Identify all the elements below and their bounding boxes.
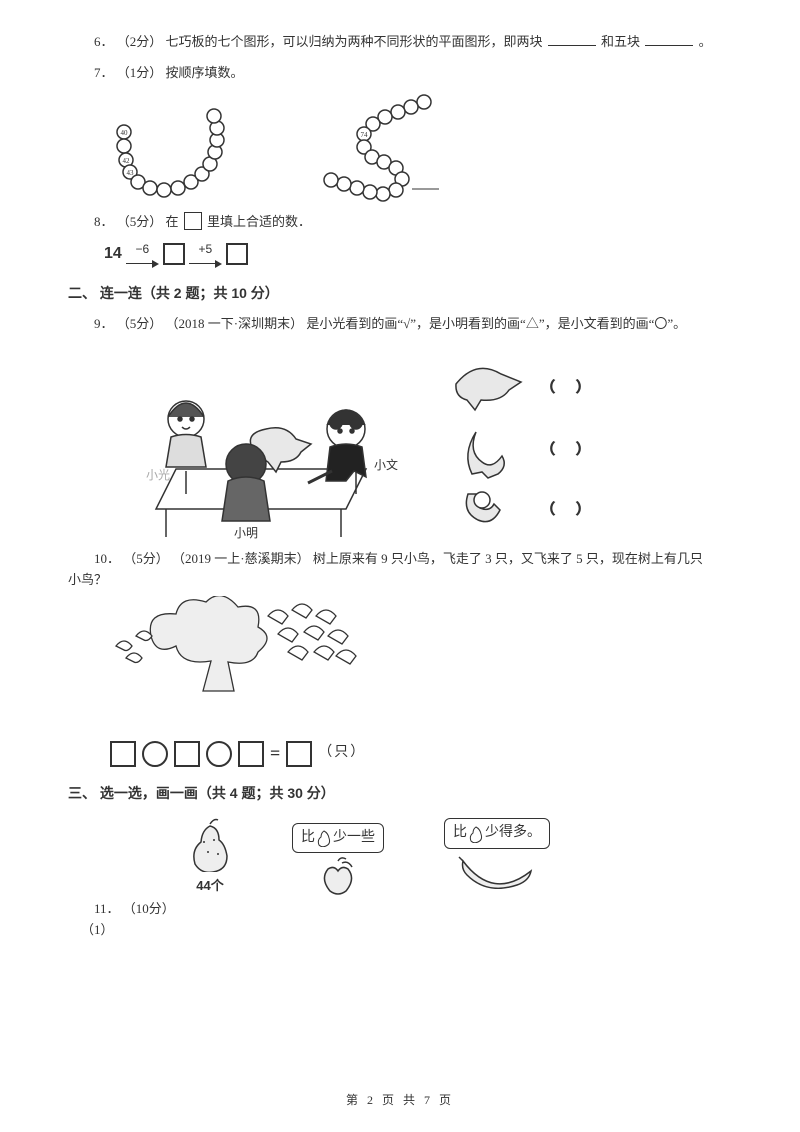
speech-b-2: 少得多。 bbox=[485, 822, 541, 844]
q6-blank-2[interactable] bbox=[645, 33, 693, 46]
q10-text-b: 小鸟？ bbox=[68, 570, 732, 591]
arrow-2: +5 bbox=[189, 240, 222, 267]
q8-op1: −6 bbox=[135, 240, 149, 259]
birds-tree-illustration bbox=[108, 596, 388, 726]
speech-apple: 比 少一些 bbox=[292, 823, 384, 853]
q10-points: （5分） bbox=[123, 551, 169, 566]
q11-fruit-row: 44个 比 少一些 比 少得多。 bbox=[188, 818, 732, 897]
q9-scene: 小光 小明 小文 （ ） （ ） （ ） bbox=[116, 359, 732, 539]
q10-equation: = （只） bbox=[110, 739, 732, 768]
q9-source: （2018 一下·深圳期末） bbox=[166, 316, 304, 331]
q10-num: 10． bbox=[94, 551, 120, 566]
q9-num: 9． bbox=[94, 316, 114, 331]
q8-num: 8． bbox=[94, 214, 114, 229]
bead-loop-left: 40 42 43 bbox=[104, 102, 244, 202]
q7-text: 按顺序填数。 bbox=[166, 65, 244, 80]
svg-text:（: （ bbox=[541, 442, 555, 458]
svg-text:（: （ bbox=[541, 380, 555, 396]
pear-count: 44个 bbox=[196, 876, 223, 897]
label-xiaowen: 小文 bbox=[374, 457, 398, 472]
section-3-heading: 三、 选一选，画一画（共 4 题；共 30 分） bbox=[68, 782, 732, 804]
q8-text-b: 里填上合适的数． bbox=[207, 214, 311, 229]
question-11: 11． （10分） bbox=[68, 899, 732, 920]
bead-label-74: 74 bbox=[361, 131, 369, 139]
eq-circle-2[interactable] bbox=[206, 741, 232, 767]
fruit-apple: 比 少一些 bbox=[292, 823, 384, 897]
pear-icon bbox=[188, 818, 232, 872]
svg-text:）: ） bbox=[576, 442, 590, 458]
speech-b-1: 比 bbox=[453, 822, 467, 844]
q8-box-1[interactable] bbox=[163, 243, 185, 265]
q10-text-a: 树上原来有 9 只小鸟，飞走了 3 只，又飞来了 5 只，现在树上有几只 bbox=[313, 551, 703, 566]
q8-text-a: 在 bbox=[166, 214, 182, 229]
question-7: 7． （1分） 按顺序填数。 40 42 43 bbox=[68, 63, 732, 202]
svg-text:（: （ bbox=[541, 502, 555, 518]
q6-text-b: 和五块 bbox=[601, 34, 640, 49]
question-8: 8． （5分） 在 里填上合适的数． 14 −6 +5 bbox=[68, 212, 732, 268]
q7-num: 7． bbox=[94, 65, 114, 80]
q6-text-a: 七巧板的七个图形，可以归纳为两种不同形状的平面图形，即两块 bbox=[166, 34, 543, 49]
q8-start: 14 bbox=[104, 241, 122, 267]
q9-points: （5分） bbox=[117, 316, 163, 331]
question-10: 10． （5分） （2019 一上·慈溪期末） 树上原来有 9 只小鸟，飞走了 … bbox=[68, 549, 732, 768]
q8-points: （5分） bbox=[117, 214, 163, 229]
section-2-heading: 二、 连一连（共 2 题；共 10 分） bbox=[68, 282, 732, 304]
fruit-pear: 44个 bbox=[188, 818, 232, 897]
q6-num: 6． bbox=[94, 34, 114, 49]
eq-box-3[interactable] bbox=[238, 741, 264, 767]
q7-points: （1分） bbox=[117, 65, 163, 80]
equals-sign: = bbox=[270, 739, 280, 768]
q10-source: （2019 一上·慈溪期末） bbox=[172, 551, 310, 566]
bead-loop-right: 74 bbox=[294, 92, 444, 202]
q7-bead-figures: 40 42 43 74 bbox=[104, 92, 732, 202]
bead-label-40: 40 bbox=[121, 129, 129, 137]
eq-box-4[interactable] bbox=[286, 741, 312, 767]
banana-icon bbox=[457, 853, 537, 889]
question-6: 6． （2分） 七巧板的七个图形，可以归纳为两种不同形状的平面图形，即两块 和五… bbox=[68, 32, 732, 53]
q11-num: 11． bbox=[94, 901, 120, 916]
q6-points: （2分） bbox=[117, 34, 163, 49]
label-xiaoming: 小明 bbox=[234, 526, 258, 539]
page-footer: 第 2 页 共 7 页 bbox=[0, 1091, 800, 1110]
apple-icon bbox=[316, 857, 360, 897]
kids-table-illustration: 小光 小明 小文 bbox=[116, 359, 416, 539]
eq-circle-1[interactable] bbox=[142, 741, 168, 767]
fruit-banana: 比 少得多。 bbox=[444, 818, 550, 888]
arrow-1: −6 bbox=[126, 240, 159, 267]
bead-label-43: 43 bbox=[127, 169, 135, 177]
q8-box-2[interactable] bbox=[226, 243, 248, 265]
question-9: 9． （5分） （2018 一下·深圳期末） 是小光看到的画“√”，是小明看到的… bbox=[68, 314, 732, 539]
q11-sub: （1） bbox=[68, 920, 732, 941]
q6-blank-1[interactable] bbox=[548, 33, 596, 46]
q8-inline-box bbox=[184, 212, 202, 230]
speech-a-1: 比 bbox=[301, 827, 315, 849]
speech-banana: 比 少得多。 bbox=[444, 818, 550, 848]
q8-equation: 14 −6 +5 bbox=[104, 240, 732, 267]
q9-text: 是小光看到的画“√”，是小明看到的画“△”，是小文看到的画“〇”。 bbox=[306, 316, 686, 331]
q10-unit: （只） bbox=[318, 742, 366, 764]
dino-views: （ ） （ ） （ ） bbox=[446, 364, 596, 534]
speech-a-2: 少一些 bbox=[333, 827, 375, 849]
pear-mini-icon-2 bbox=[469, 825, 483, 843]
svg-text:）: ） bbox=[576, 502, 590, 518]
q11-points: （10分） bbox=[123, 901, 175, 916]
label-xiaoguang: 小光 bbox=[146, 468, 170, 482]
q6-text-c: 。 bbox=[699, 34, 712, 49]
svg-text:）: ） bbox=[576, 380, 590, 396]
bead-label-42: 42 bbox=[123, 157, 131, 165]
q8-op2: +5 bbox=[198, 240, 212, 259]
eq-box-2[interactable] bbox=[174, 741, 200, 767]
page-content: 6． （2分） 七巧板的七个图形，可以归纳为两种不同形状的平面图形，即两块 和五… bbox=[0, 0, 800, 941]
eq-box-1[interactable] bbox=[110, 741, 136, 767]
pear-mini-icon bbox=[317, 829, 331, 847]
